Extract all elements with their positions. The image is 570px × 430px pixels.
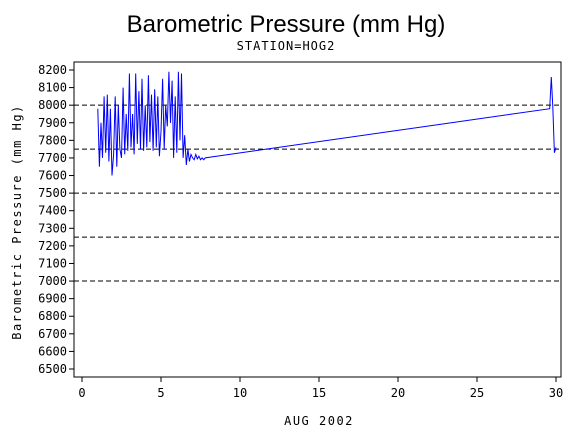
- x-tick-label: 20: [391, 386, 405, 400]
- x-tick-label: 10: [233, 386, 247, 400]
- x-axis: 0 5 10 15 20 25 30: [78, 377, 563, 400]
- y-tick-label: 6700: [38, 327, 67, 341]
- chart-subtitle: STATION=HOG2: [237, 39, 336, 53]
- y-tick-label: 7700: [38, 151, 67, 165]
- y-tick-label: 8100: [38, 81, 67, 95]
- y-tick-label: 7100: [38, 256, 67, 270]
- x-tick-label: 15: [312, 386, 326, 400]
- y-tick-label: 6900: [38, 292, 67, 306]
- y-tick-label: 8000: [38, 98, 67, 112]
- series-layer: [97, 71, 557, 176]
- y-axis-label: Barometric Pressure (mm Hg): [10, 104, 24, 340]
- x-tick-label: 0: [78, 386, 85, 400]
- x-tick-label: 25: [470, 386, 484, 400]
- plot-frame: [73, 61, 562, 378]
- y-tick-label: 7300: [38, 221, 67, 235]
- y-tick-label: 7000: [38, 274, 67, 288]
- y-tick-label: 6600: [38, 344, 67, 358]
- y-tick-label: 7200: [38, 239, 67, 253]
- y-axis: 6500 6600 6700 6800 6900 7000 7100 7200 7300 7400…: [38, 63, 74, 376]
- y-tick-label: 7600: [38, 169, 67, 183]
- y-tick-label: 7800: [38, 133, 67, 147]
- x-axis-label: AUG 2002: [284, 414, 354, 428]
- y-tick-label: 7400: [38, 204, 67, 218]
- y-tick-label: 8200: [38, 63, 67, 77]
- x-tick-label: 5: [157, 386, 164, 400]
- y-tick-label: 6800: [38, 309, 67, 323]
- x-tick-label: 30: [549, 386, 563, 400]
- y-tick-label: 7500: [38, 186, 67, 200]
- y-tick-label: 6500: [38, 362, 67, 376]
- y-tick-label: 7900: [38, 116, 67, 130]
- series-line: [97, 71, 557, 176]
- reference-lines: [74, 104, 561, 282]
- chart-title: Barometric Pressure (mm Hg): [127, 11, 446, 38]
